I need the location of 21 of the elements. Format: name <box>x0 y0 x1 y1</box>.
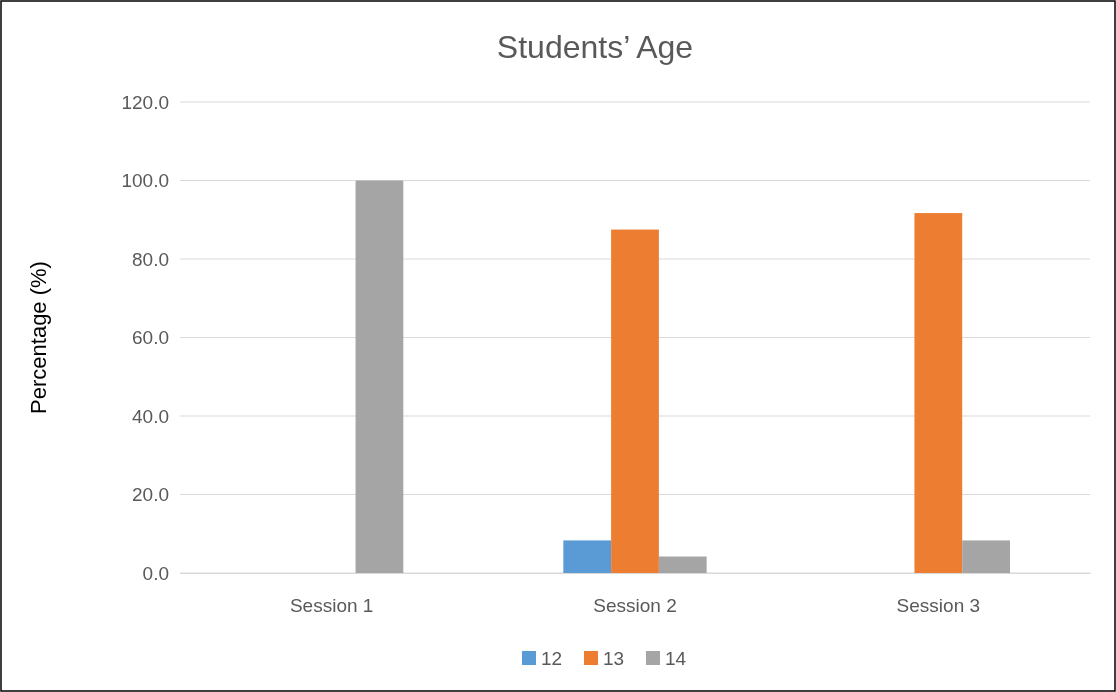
y-tick-label: 0.0 <box>142 562 169 584</box>
y-tick-label: 80.0 <box>132 248 169 270</box>
y-tick-label: 40.0 <box>132 405 169 427</box>
legend-label: 14 <box>665 648 687 669</box>
bar <box>914 213 963 573</box>
bar <box>658 556 707 573</box>
y-tick-label: 20.0 <box>132 484 169 506</box>
x-tick-label: Session 3 <box>896 595 981 617</box>
bar <box>355 180 404 573</box>
legend-label: 12 <box>541 648 563 669</box>
bar <box>611 229 659 573</box>
y-tick-label: 120.0 <box>121 91 169 113</box>
chart-title: Students’ Age <box>496 29 694 65</box>
bar <box>563 540 612 573</box>
bar <box>962 540 1010 573</box>
legend-label: 13 <box>603 648 625 669</box>
y-tick-label: 100.0 <box>121 170 169 192</box>
x-tick-label: Session 2 <box>593 595 677 617</box>
y-axis-title: Percentage (%) <box>26 261 51 414</box>
x-tick-label: Session 1 <box>289 595 374 617</box>
y-tick-label: 60.0 <box>132 327 169 349</box>
